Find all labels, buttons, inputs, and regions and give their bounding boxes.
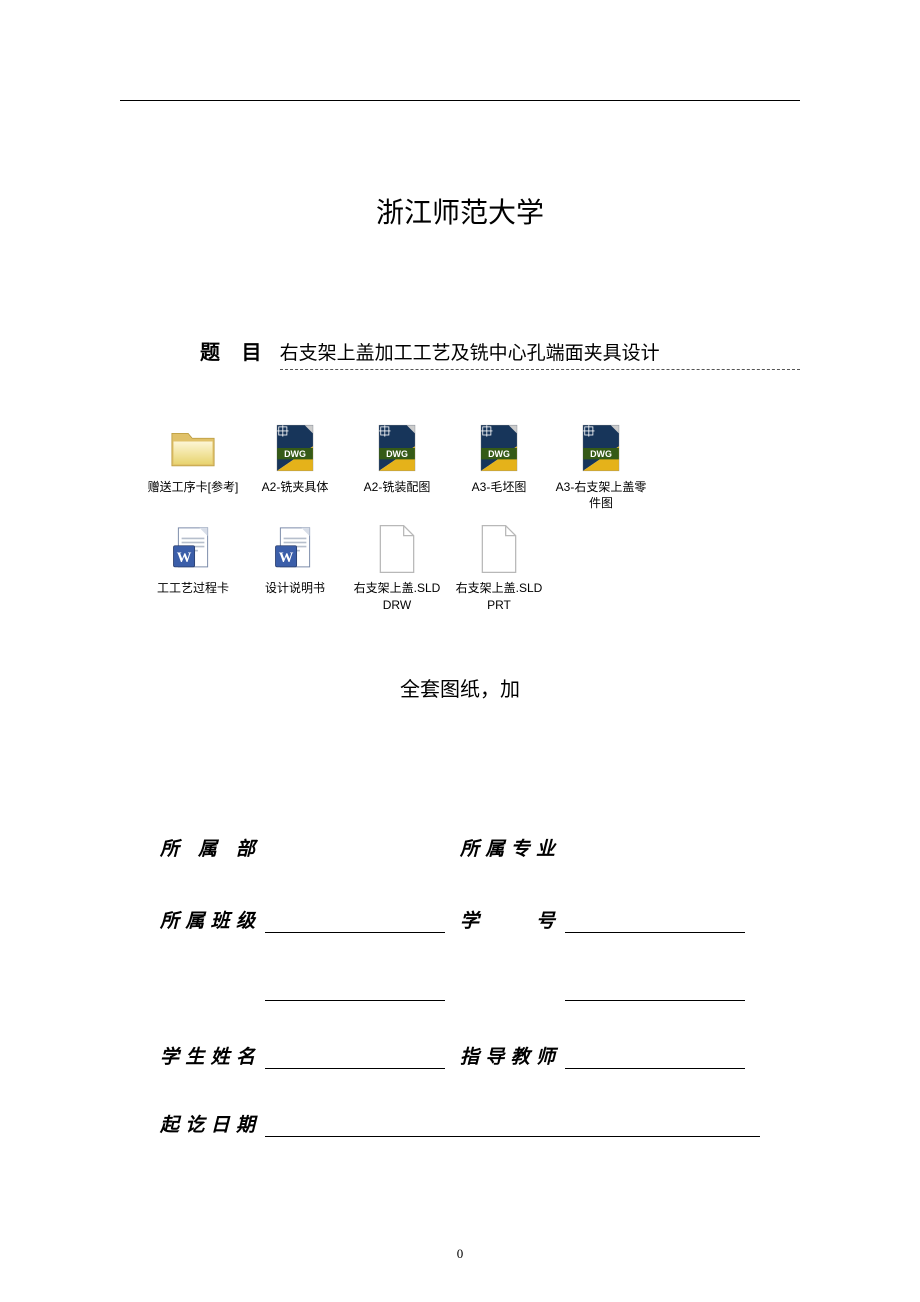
- dwg-file-icon: DWG: [575, 422, 627, 474]
- svg-text:DWG: DWG: [386, 449, 408, 459]
- dwg-file-icon: DWG: [473, 422, 525, 474]
- form-value-class2: [265, 979, 445, 1001]
- form-value-name: [265, 1047, 445, 1069]
- file-label: 右支架上盖.SLDPRT: [452, 580, 546, 612]
- file-label: A3-右支架上盖零件图: [554, 479, 648, 511]
- blank-file-icon: [377, 524, 417, 574]
- form-row-2b: 占 占: [160, 957, 760, 1001]
- dwg-icon: DWG: [267, 420, 323, 476]
- title-content: 右支架上盖加工工艺及铣中心孔端面夹具设计: [280, 338, 800, 370]
- document-page: 浙江师范大学 题 目 右支架上盖加工工艺及铣中心孔端面夹具设计 赠送工序卡[参考…: [0, 0, 920, 1302]
- form-label-dates: 起讫日期: [160, 1110, 255, 1137]
- form-row-4: 起讫日期: [160, 1093, 760, 1137]
- word-file-icon: W: [269, 523, 321, 575]
- folder-icon: [167, 422, 219, 474]
- file-item[interactable]: DWG A3-右支架上盖零件图: [554, 416, 648, 515]
- top-rule: [120, 100, 800, 101]
- form-label-dept: 所 属 部: [160, 834, 255, 861]
- file-label: A3-毛坯图: [452, 479, 546, 495]
- title-row: 题 目 右支架上盖加工工艺及铣中心孔端面夹具设计: [200, 336, 800, 370]
- form-value-class: [265, 911, 445, 933]
- form-row-1: 所 属 部 所属专业: [160, 817, 760, 861]
- form-value-teacher: [565, 1047, 745, 1069]
- university-name: 浙江师范大学: [120, 191, 800, 231]
- svg-text:DWG: DWG: [284, 449, 306, 459]
- svg-text:W: W: [177, 550, 192, 566]
- file-label: 右支架上盖.SLDDRW: [350, 580, 444, 612]
- files-panel: 赠送工序卡[参考] DWG A2-铣夹具体 DWG A2-铣装配图 DWG A3…: [140, 410, 670, 623]
- form-value-studentno: [565, 911, 745, 933]
- file-item[interactable]: W 设计说明书: [248, 517, 342, 616]
- dwg-file-icon: DWG: [371, 422, 423, 474]
- title-label: 题 目: [200, 336, 270, 365]
- blank-icon: [471, 521, 527, 577]
- dwg-icon: DWG: [573, 420, 629, 476]
- file-item[interactable]: 右支架上盖.SLDDRW: [350, 517, 444, 616]
- file-item[interactable]: DWG A3-毛坯图: [452, 416, 546, 515]
- dwg-icon: DWG: [369, 420, 425, 476]
- dwg-file-icon: DWG: [269, 422, 321, 474]
- file-label: A2-铣夹具体: [248, 479, 342, 495]
- file-label: A2-铣装配图: [350, 479, 444, 495]
- svg-text:DWG: DWG: [488, 449, 510, 459]
- form-label-teacher: 指导教师: [460, 1042, 555, 1069]
- svg-text:DWG: DWG: [590, 449, 612, 459]
- blank-file-icon: [479, 524, 519, 574]
- form-label-studentno: 学 号: [460, 906, 555, 933]
- folder-icon: [165, 420, 221, 476]
- file-label: 工工艺过程卡: [146, 580, 240, 596]
- form-row-3: 学生姓名 指导教师: [160, 1025, 760, 1069]
- svg-text:W: W: [279, 550, 294, 566]
- form-label-major: 所属专业: [460, 834, 555, 861]
- dwg-icon: DWG: [471, 420, 527, 476]
- blank-icon: [369, 521, 425, 577]
- file-item[interactable]: 右支架上盖.SLDPRT: [452, 517, 546, 616]
- word-icon: W: [267, 521, 323, 577]
- file-label: 设计说明书: [248, 580, 342, 596]
- sub-caption: 全套图纸，加: [120, 673, 800, 702]
- form-row-2: 所属班级 学 号: [160, 885, 760, 933]
- file-item[interactable]: 赠送工序卡[参考]: [146, 416, 240, 515]
- file-item[interactable]: DWG A2-铣装配图: [350, 416, 444, 515]
- page-number: 0: [0, 1246, 920, 1262]
- form-label-name: 学生姓名: [160, 1042, 255, 1069]
- form-value-dates: [265, 1115, 760, 1137]
- form-label-class: 所属班级: [160, 906, 255, 933]
- file-item[interactable]: DWG A2-铣夹具体: [248, 416, 342, 515]
- file-label: 赠送工序卡[参考]: [146, 479, 240, 495]
- form-grid: 所 属 部 所属专业 所属班级 学 号 占 占 学生姓名 指导教师 起讫日期: [160, 817, 760, 1137]
- file-item[interactable]: W 工工艺过程卡: [146, 517, 240, 616]
- word-icon: W: [165, 521, 221, 577]
- word-file-icon: W: [167, 523, 219, 575]
- form-value-no2: [565, 979, 745, 1001]
